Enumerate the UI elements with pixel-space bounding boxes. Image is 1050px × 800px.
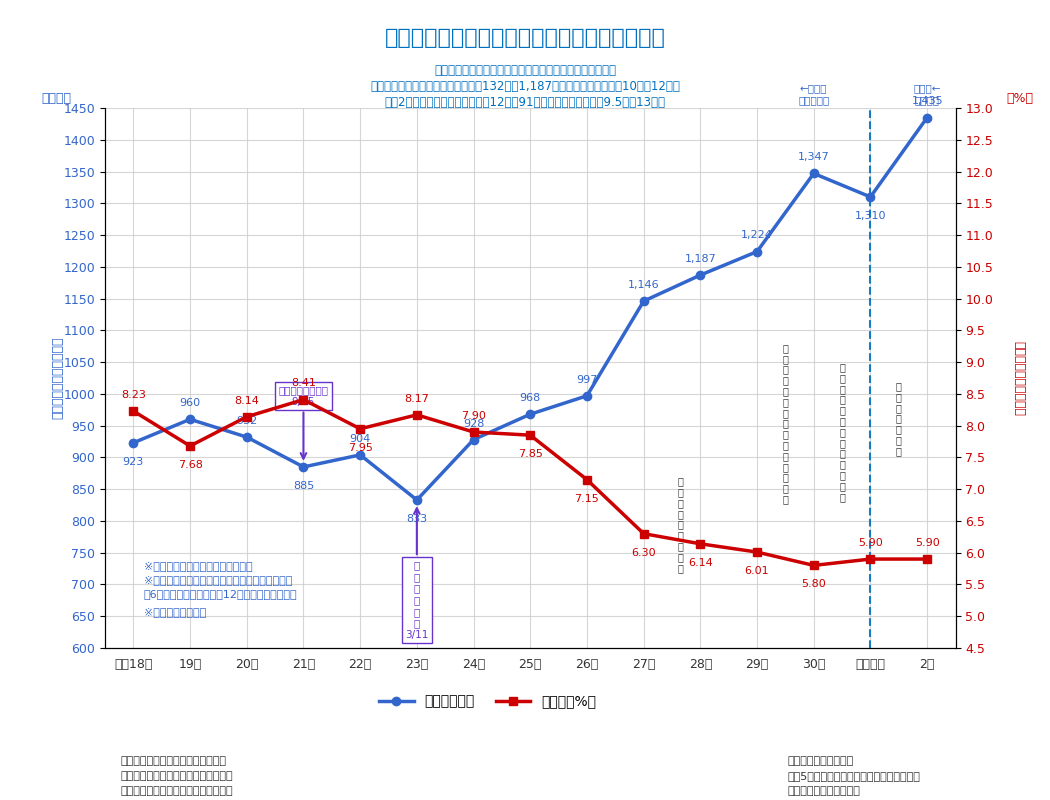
Text: 5.90: 5.90 xyxy=(858,538,883,548)
Text: 令和2年より新宿区集計　対象＝12棟・91戸（一住戸専有面積＝9.5㎡～13㎡）: 令和2年より新宿区集計 対象＝12棟・91戸（一住戸専有面積＝9.5㎡～13㎡） xyxy=(384,96,666,109)
Text: 960: 960 xyxy=(180,398,201,408)
Text: 7.90: 7.90 xyxy=(461,411,486,421)
Text: 新築アパートの一住戸価格と当初利回りの推移: 新築アパートの一住戸価格と当初利回りの推移 xyxy=(384,28,666,48)
Text: 1,347: 1,347 xyxy=(798,152,830,162)
Text: 968: 968 xyxy=(520,393,541,403)
Text: 新宿区←
集計より: 新宿区← 集計より xyxy=(914,83,941,105)
Text: コ
ロ
ナ
シ
ョ
ッ
ク: コ ロ ナ シ ョ ッ ク xyxy=(896,381,902,456)
Text: 7.15: 7.15 xyxy=(574,494,600,503)
Text: 東
日
本
大
震
災
3/11: 東 日 本 大 震 災 3/11 xyxy=(405,560,428,640)
Text: 8.41: 8.41 xyxy=(291,378,316,389)
Text: 1,435: 1,435 xyxy=(911,97,943,106)
Text: 923: 923 xyxy=(123,457,144,466)
Text: 当初利回り（右目盛）: 当初利回り（右目盛） xyxy=(1013,341,1026,415)
Text: ←中野区
　集計より: ←中野区 集計より xyxy=(798,83,830,105)
Text: 997: 997 xyxy=(576,374,597,385)
Text: 8.14: 8.14 xyxy=(234,396,259,406)
Text: 6.14: 6.14 xyxy=(688,558,713,568)
Text: 904: 904 xyxy=(350,434,371,444)
Text: 932: 932 xyxy=(236,416,257,426)
Text: 6.01: 6.01 xyxy=(744,566,770,576)
Text: 6.30: 6.30 xyxy=(631,547,656,558)
Text: 5.80: 5.80 xyxy=(801,579,826,590)
Text: 一住戸の価格（左目盛）: 一住戸の価格（左目盛） xyxy=(51,337,65,419)
Text: 耐
震
強
化
・
地
価
上
昇: 耐 震 強 化 ・ 地 価 上 昇 xyxy=(677,477,684,573)
Text: 劣
化
対
策
等
級
２
級
５
０
年
住
宅
仕
様: 劣 化 対 策 等 級 ２ 級 ５ ０ 年 住 宅 仕 様 xyxy=(782,343,789,504)
Text: 8.17: 8.17 xyxy=(404,394,429,404)
Text: 1,187: 1,187 xyxy=(685,254,716,264)
Text: 928: 928 xyxy=(463,418,484,429)
Text: ※都心から離れるほど利回りが高い: ※都心から離れるほど利回りが高い xyxy=(144,561,252,570)
Text: （万円）: （万円） xyxy=(41,92,71,106)
Text: 1,146: 1,146 xyxy=(628,280,659,290)
Text: （日本家主クラブグループ建設・引渡し完了分集計より）: （日本家主クラブグループ建設・引渡し完了分集計より） xyxy=(434,64,616,77)
Text: 7.95: 7.95 xyxy=(348,442,373,453)
Legend: 価格（万円）, 利回り（%）: 価格（万円）, 利回り（%） xyxy=(374,689,602,714)
Text: ※年度別加重平均値: ※年度別加重平均値 xyxy=(144,607,206,617)
Text: リーマンショック
9/15: リーマンショック 9/15 xyxy=(278,385,329,406)
Text: 1,224: 1,224 xyxy=(741,230,773,241)
Text: ア
パ
ー
ト
ロ
ー
ン
融
資
審
査
変
更: ア パ ー ト ロ ー ン 融 資 審 査 変 更 xyxy=(839,362,845,502)
Text: 5.90: 5.90 xyxy=(915,538,940,548)
Text: 885: 885 xyxy=(293,481,314,491)
Text: （%）: （%） xyxy=(1007,92,1033,106)
Text: 中野区とその周辺は、一部超都心で
山の手と下町が混在していることから
多面的に判断できる地域と言えます。: 中野区とその周辺は、一部超都心で 山の手と下町が混在していることから 多面的に判… xyxy=(121,756,233,795)
Text: 1,310: 1,310 xyxy=(855,211,886,221)
Text: 7.85: 7.85 xyxy=(518,449,543,459)
Text: 収益不動産への投資は
都心5区（千代田・中央・港・渋谷・新宿）
へ集中しつつあります。: 収益不動産への投資は 都心5区（千代田・中央・港・渋谷・新宿） へ集中しつつあり… xyxy=(788,756,921,795)
Text: 6戸アパートの利回り＜12戸アパートの利回り: 6戸アパートの利回り＜12戸アパートの利回り xyxy=(144,589,297,598)
Text: 8.23: 8.23 xyxy=(121,390,146,400)
Text: 7.68: 7.68 xyxy=(177,460,203,470)
Text: 令和元年までは中野区集計　対象＝132棟・1,187戸（一住戸専有面積＝10㎡～12㎡）: 令和元年までは中野区集計 対象＝132棟・1,187戸（一住戸専有面積＝10㎡～… xyxy=(370,80,680,93)
Text: ※一棟売りの場合、戸数が多いほど利回りは高い: ※一棟売りの場合、戸数が多いほど利回りは高い xyxy=(144,574,292,585)
Text: 833: 833 xyxy=(406,514,427,524)
